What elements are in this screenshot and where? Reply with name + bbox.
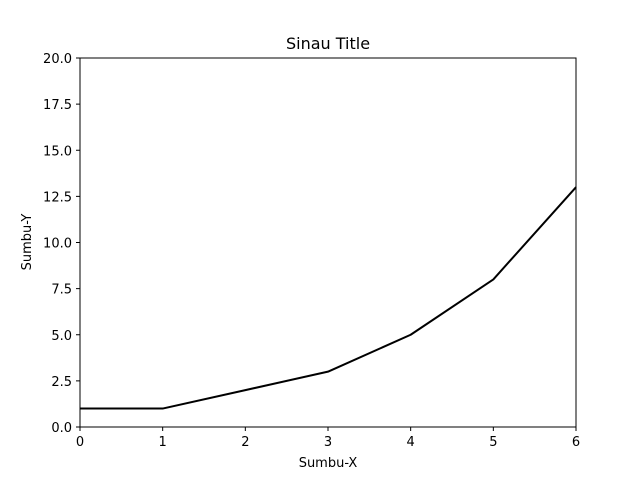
series-line — [80, 186, 577, 410]
plot-area-frame — [79, 57, 577, 428]
x-tick-label: 2 — [241, 435, 249, 450]
y-tick-label: 12.5 — [43, 190, 72, 205]
x-axis-ticks: 0 1 2 3 4 5 6 — [76, 427, 580, 450]
chart-title: Sinau Title — [286, 34, 370, 53]
y-tick-label: 20.0 — [43, 52, 72, 67]
y-tick-label: 0.0 — [51, 421, 72, 436]
x-tick-label: 0 — [76, 435, 84, 450]
y-tick-label: 5.0 — [51, 329, 72, 344]
x-tick-label: 4 — [407, 435, 415, 450]
y-tick-label: 7.5 — [51, 283, 72, 298]
x-tick-label: 5 — [489, 435, 497, 450]
x-tick-label: 6 — [572, 435, 580, 450]
y-axis-label: Sumbu-Y — [20, 214, 35, 271]
x-axis-label: Sumbu-X — [299, 456, 358, 471]
y-tick-label: 17.5 — [43, 98, 72, 113]
x-tick-label: 3 — [324, 435, 332, 450]
y-tick-label: 15.0 — [43, 144, 72, 159]
x-tick-label: 1 — [159, 435, 167, 450]
y-axis-ticks: 0.0 2.5 5.0 7.5 10.0 12.5 15.0 17.5 20.0 — [43, 52, 80, 436]
y-tick-label: 10.0 — [43, 237, 72, 252]
y-tick-label: 2.5 — [51, 375, 72, 390]
